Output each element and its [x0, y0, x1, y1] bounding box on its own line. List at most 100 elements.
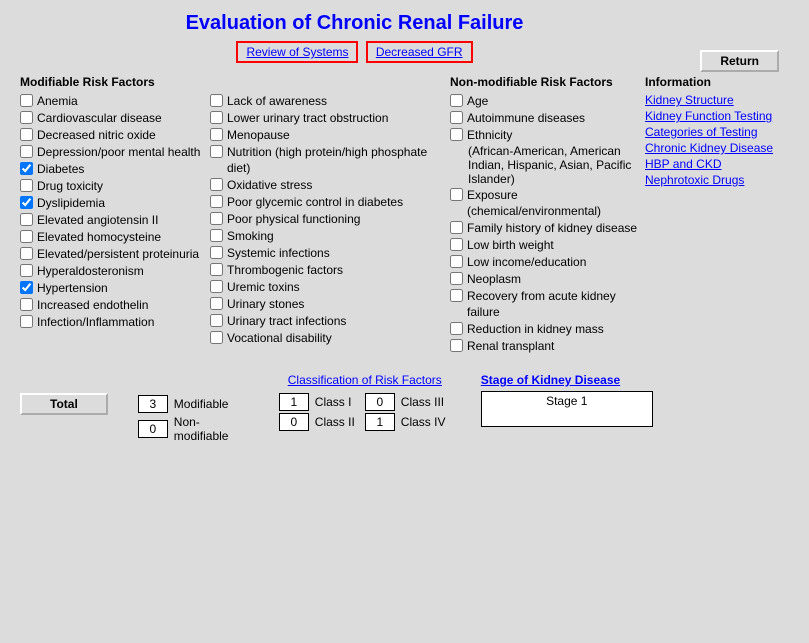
- modifiable-item-row: Vocational disability: [210, 330, 450, 346]
- modifiable-item-label: Urinary tract infections: [227, 313, 346, 329]
- nonmodifiable-item-checkbox[interactable]: [450, 255, 463, 268]
- modifiable-item-checkbox[interactable]: [20, 94, 33, 107]
- modifiable-item-row: Elevated homocysteine: [20, 229, 210, 245]
- modifiable-item-checkbox[interactable]: [20, 230, 33, 243]
- info-link[interactable]: Categories of Testing: [645, 125, 785, 139]
- modifiable-item-checkbox[interactable]: [20, 162, 33, 175]
- modifiable-item-label: Hyperaldosteronism: [37, 263, 144, 279]
- modifiable-item-checkbox[interactable]: [210, 195, 223, 208]
- modifiable-item-checkbox[interactable]: [20, 298, 33, 311]
- nonmodifiable-heading: Non-modifiable Risk Factors: [450, 75, 645, 89]
- class1-count: 1: [279, 393, 309, 411]
- modifiable-item-row: Decreased nitric oxide: [20, 127, 210, 143]
- info-link[interactable]: HBP and CKD: [645, 157, 785, 171]
- modifiable-item-label: Uremic toxins: [227, 279, 300, 295]
- modifiable-item-row: Smoking: [210, 228, 450, 244]
- decreased-gfr-link[interactable]: Decreased GFR: [376, 45, 463, 59]
- modifiable-item-row: Poor glycemic control in diabetes: [210, 194, 450, 210]
- modifiable-item-row: Thrombogenic factors: [210, 262, 450, 278]
- nonmodifiable-item-checkbox[interactable]: [450, 339, 463, 352]
- modifiable-item-label: Depression/poor mental health: [37, 144, 200, 160]
- modifiable-item-checkbox[interactable]: [210, 212, 223, 225]
- modifiable-item-checkbox[interactable]: [20, 128, 33, 141]
- modifiable-item-row: Hyperaldosteronism: [20, 263, 210, 279]
- stage-link[interactable]: Stage of Kidney Disease: [481, 373, 620, 387]
- modifiable-item-row: Lower urinary tract obstruction: [210, 110, 450, 126]
- nonmodifiable-item-row: Age: [450, 93, 645, 109]
- modifiable-item-label: Elevated/persistent proteinuria: [37, 246, 199, 262]
- modifiable-item-label: Elevated homocysteine: [37, 229, 161, 245]
- modifiable-item-label: Nutrition (high protein/high phosphate d…: [227, 144, 450, 176]
- info-link[interactable]: Kidney Function Testing: [645, 109, 785, 123]
- nonmodifiable-item-row: Ethnicity: [450, 127, 645, 143]
- modifiable-item-checkbox[interactable]: [20, 213, 33, 226]
- nonmodifiable-item-checkbox[interactable]: [450, 322, 463, 335]
- modifiable-item-label: Poor glycemic control in diabetes: [227, 194, 403, 210]
- class4-label: Class IV: [401, 415, 451, 429]
- return-button[interactable]: Return: [700, 50, 779, 72]
- modifiable-item-checkbox[interactable]: [210, 94, 223, 107]
- nonmodifiable-list: AgeAutoimmune diseasesEthnicity(African-…: [450, 93, 645, 354]
- modifiable-item-label: Increased endothelin: [37, 297, 148, 313]
- modifiable-item-checkbox[interactable]: [210, 178, 223, 191]
- nonmodifiable-item-checkbox[interactable]: [450, 272, 463, 285]
- nonmodifiable-item-label: Age: [467, 93, 488, 109]
- modifiable-item-row: Cardiovascular disease: [20, 110, 210, 126]
- modifiable-item-checkbox[interactable]: [20, 196, 33, 209]
- class1-label: Class I: [315, 395, 365, 409]
- info-link[interactable]: Chronic Kidney Disease: [645, 141, 785, 155]
- nonmodifiable-item-label: Recovery from acute kidney failure: [467, 288, 645, 320]
- nonmodifiable-item-checkbox[interactable]: [450, 289, 463, 302]
- info-links-list: Kidney Structure Kidney Function Testing C…: [645, 93, 785, 187]
- modifiable-count-label: Modifiable: [174, 397, 249, 411]
- modifiable-item-checkbox[interactable]: [210, 145, 223, 158]
- nonmodifiable-item-checkbox[interactable]: [450, 188, 463, 201]
- modifiable-item-checkbox[interactable]: [20, 281, 33, 294]
- modifiable-item-checkbox[interactable]: [210, 297, 223, 310]
- modifiable-item-row: Elevated/persistent proteinuria: [20, 246, 210, 262]
- modifiable-item-checkbox[interactable]: [20, 179, 33, 192]
- nonmodifiable-item-checkbox[interactable]: [450, 94, 463, 107]
- modifiable-item-row: Elevated angiotensin II: [20, 212, 210, 228]
- nonmodifiable-item-row: Recovery from acute kidney failure: [450, 288, 645, 320]
- modifiable-item-checkbox[interactable]: [20, 145, 33, 158]
- modifiable-item-checkbox[interactable]: [20, 315, 33, 328]
- modifiable-item-checkbox[interactable]: [210, 314, 223, 327]
- nonmodifiable-item-label: Family history of kidney disease: [467, 220, 637, 236]
- nonmodifiable-item-label: Ethnicity: [467, 127, 512, 143]
- modifiable-item-checkbox[interactable]: [20, 111, 33, 124]
- nonmodifiable-item-checkbox[interactable]: [450, 221, 463, 234]
- modifiable-item-checkbox[interactable]: [20, 247, 33, 260]
- nonmodifiable-item-sublabel: (African-American, American Indian, Hisp…: [468, 144, 645, 186]
- classification-link[interactable]: Classification of Risk Factors: [288, 373, 442, 387]
- info-link[interactable]: Kidney Structure: [645, 93, 785, 107]
- nonmodifiable-item-label: Low income/education: [467, 254, 586, 270]
- modifiable-item-checkbox[interactable]: [210, 331, 223, 344]
- modifiable-item-checkbox[interactable]: [210, 229, 223, 242]
- modifiable-item-checkbox[interactable]: [20, 264, 33, 277]
- modifiable-item-label: Systemic infections: [227, 245, 330, 261]
- modifiable-item-checkbox[interactable]: [210, 111, 223, 124]
- nonmodifiable-item-checkbox[interactable]: [450, 238, 463, 251]
- review-systems-link[interactable]: Review of Systems: [246, 45, 348, 59]
- modifiable-item-label: Drug toxicity: [37, 178, 103, 194]
- nonmodifiable-item-row: Low income/education: [450, 254, 645, 270]
- nonmodifiable-item-checkbox[interactable]: [450, 111, 463, 124]
- nonmodifiable-item-checkbox[interactable]: [450, 128, 463, 141]
- modifiable-item-row: Hypertension: [20, 280, 210, 296]
- top-links-row: Review of Systems Decreased GFR: [20, 41, 789, 63]
- modifiable-item-row: Urinary tract infections: [210, 313, 450, 329]
- modifiable-item-label: Cardiovascular disease: [37, 110, 162, 126]
- modifiable-item-row: Menopause: [210, 127, 450, 143]
- page-title: Evaluation of Chronic Renal Failure: [20, 12, 789, 35]
- modifiable-item-checkbox[interactable]: [210, 128, 223, 141]
- modifiable-item-label: Diabetes: [37, 161, 84, 177]
- nonmodifiable-item-row: Family history of kidney disease: [450, 220, 645, 236]
- modifiable-item-checkbox[interactable]: [210, 263, 223, 276]
- total-button[interactable]: Total: [20, 393, 108, 415]
- info-link[interactable]: Nephrotoxic Drugs: [645, 173, 785, 187]
- class4-count: 1: [365, 413, 395, 431]
- modifiable-item-checkbox[interactable]: [210, 280, 223, 293]
- modifiable-item-label: Lower urinary tract obstruction: [227, 110, 388, 126]
- modifiable-item-checkbox[interactable]: [210, 246, 223, 259]
